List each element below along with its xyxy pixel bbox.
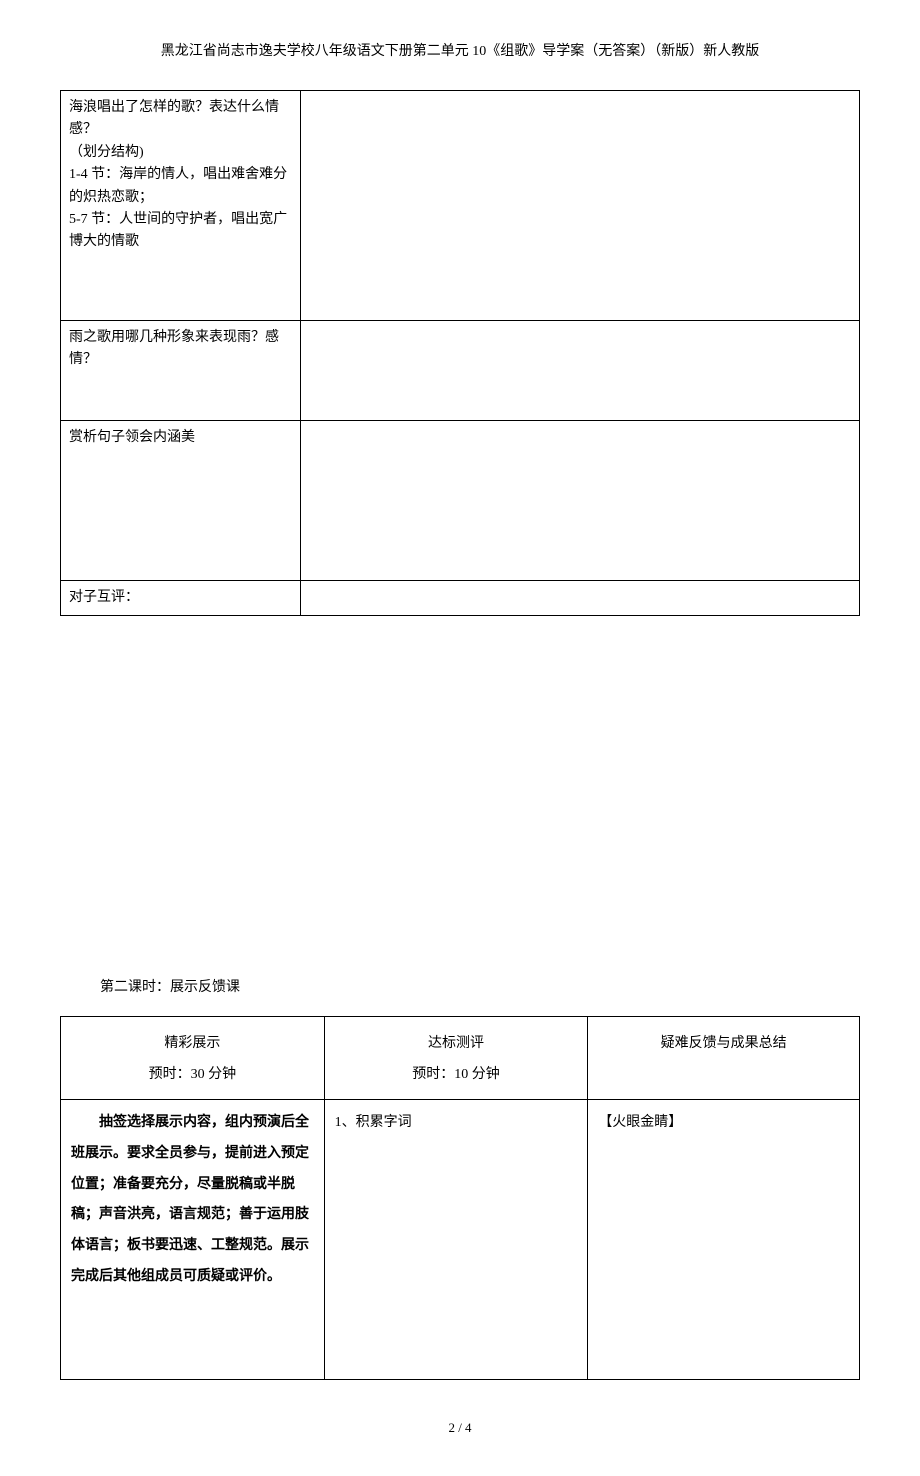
- column-header-display: 精彩展示 预时：30 分钟: [61, 1017, 325, 1100]
- question-cell: 海浪唱出了怎样的歌？表达什么情感？（划分结构)1-4 节：海岸的情人，唱出难舍难…: [61, 91, 301, 321]
- question-cell: 赏析句子领会内涵美: [61, 421, 301, 581]
- header-label: 疑难反馈与成果总结: [598, 1029, 849, 1060]
- answer-cell: [300, 581, 859, 616]
- page-header-title: 黑龙江省尚志市逸夫学校八年级语文下册第二单元 10《组歌》导学案（无答案）（新版…: [60, 40, 860, 60]
- section-title: 第二课时：展示反馈课: [100, 976, 860, 996]
- table-row: 对子互评：: [61, 581, 860, 616]
- table-row: 赏析句子领会内涵美: [61, 421, 860, 581]
- peer-review-cell: 对子互评：: [61, 581, 301, 616]
- table-row: 海浪唱出了怎样的歌？表达什么情感？（划分结构)1-4 节：海岸的情人，唱出难舍难…: [61, 91, 860, 321]
- table-header-row: 精彩展示 预时：30 分钟 达标测评 预时：10 分钟 疑难反馈与成果总结: [61, 1017, 860, 1100]
- answer-cell: [300, 321, 859, 421]
- display-content-cell: 抽签选择展示内容，组内预演后全班展示。要求全员参与，提前进入预定位置；准备要充分…: [61, 1099, 325, 1379]
- table-content-row: 抽签选择展示内容，组内预演后全班展示。要求全员参与，提前进入预定位置；准备要充分…: [61, 1099, 860, 1379]
- lesson-plan-table: 精彩展示 预时：30 分钟 达标测评 预时：10 分钟 疑难反馈与成果总结 抽签…: [60, 1016, 860, 1380]
- question-cell: 雨之歌用哪几种形象来表现雨？感情？: [61, 321, 301, 421]
- page-footer: 2 / 4: [60, 1420, 860, 1436]
- answer-cell: [300, 421, 859, 581]
- header-label: 达标测评: [335, 1029, 578, 1060]
- column-header-assessment: 达标测评 预时：10 分钟: [324, 1017, 588, 1100]
- table-row: 雨之歌用哪几种形象来表现雨？感情？: [61, 321, 860, 421]
- answer-cell: [300, 91, 859, 321]
- feedback-content-cell: 【火眼金睛】: [588, 1099, 860, 1379]
- study-guide-table: 海浪唱出了怎样的歌？表达什么情感？（划分结构)1-4 节：海岸的情人，唱出难舍难…: [60, 90, 860, 616]
- header-label: 精彩展示: [71, 1029, 314, 1060]
- column-header-feedback: 疑难反馈与成果总结: [588, 1017, 860, 1100]
- header-time: 预时：10 分钟: [335, 1060, 578, 1091]
- header-time: 预时：30 分钟: [71, 1060, 314, 1091]
- assessment-content-cell: 1、积累字词: [324, 1099, 588, 1379]
